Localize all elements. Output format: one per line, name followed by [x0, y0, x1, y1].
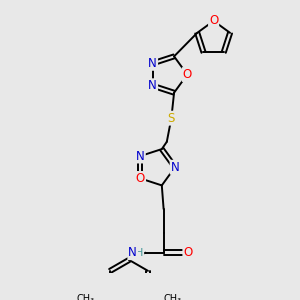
Text: O: O: [209, 14, 218, 27]
Text: CH₃: CH₃: [164, 294, 181, 300]
Text: N: N: [128, 246, 137, 259]
Text: O: O: [184, 246, 193, 259]
Text: H: H: [135, 248, 143, 258]
Text: N: N: [148, 79, 157, 92]
Text: N: N: [148, 57, 157, 70]
Text: CH₃: CH₃: [76, 294, 95, 300]
Text: O: O: [183, 68, 192, 81]
Text: N: N: [136, 149, 145, 163]
Text: N: N: [171, 161, 179, 174]
Text: O: O: [136, 172, 145, 185]
Text: S: S: [168, 112, 175, 125]
